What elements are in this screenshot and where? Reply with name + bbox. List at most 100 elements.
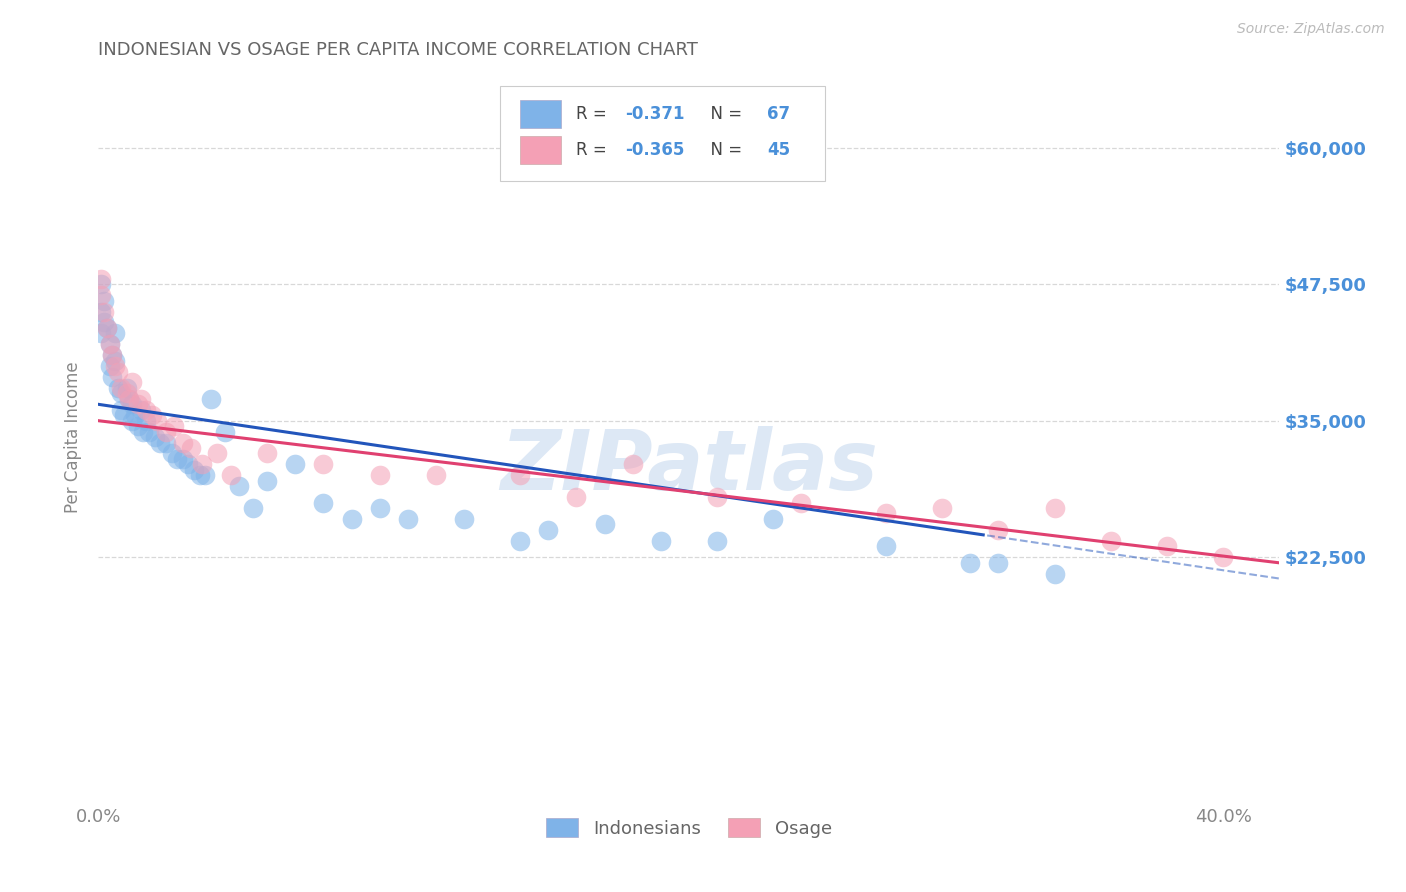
Point <box>90 288 112 302</box>
Point <box>959 556 981 570</box>
Point <box>90 326 112 341</box>
Point <box>219 468 242 483</box>
Point <box>129 392 152 406</box>
Point <box>141 409 163 423</box>
Point <box>101 348 124 362</box>
Point <box>90 304 112 318</box>
Text: 67: 67 <box>766 104 790 123</box>
Point <box>104 326 127 341</box>
Point <box>1043 501 1066 516</box>
Point <box>565 490 588 504</box>
Point <box>112 409 135 423</box>
Point <box>129 402 152 417</box>
Text: Source: ZipAtlas.com: Source: ZipAtlas.com <box>1237 22 1385 37</box>
Point <box>115 386 138 401</box>
Point <box>312 495 335 509</box>
Point <box>98 337 121 351</box>
Point <box>1043 566 1066 581</box>
Point <box>93 304 115 318</box>
FancyBboxPatch shape <box>501 86 825 181</box>
Point <box>118 392 141 406</box>
Point <box>875 507 897 521</box>
Point <box>453 512 475 526</box>
Point <box>160 446 183 460</box>
Point <box>256 446 278 460</box>
Point <box>284 458 307 472</box>
Point <box>121 414 143 428</box>
Point <box>200 392 222 406</box>
FancyBboxPatch shape <box>520 100 561 128</box>
Point <box>875 539 897 553</box>
Point <box>163 419 186 434</box>
Point <box>90 277 112 292</box>
Point <box>98 359 121 373</box>
Point <box>96 321 118 335</box>
Text: R =: R = <box>575 141 612 160</box>
Point <box>340 512 363 526</box>
Point <box>96 321 118 335</box>
Point <box>1099 533 1122 548</box>
Point <box>110 386 132 401</box>
Point <box>143 430 166 444</box>
Text: INDONESIAN VS OSAGE PER CAPITA INCOME CORRELATION CHART: INDONESIAN VS OSAGE PER CAPITA INCOME CO… <box>98 41 699 59</box>
Point <box>107 365 129 379</box>
Y-axis label: Per Capita Income: Per Capita Income <box>65 361 83 513</box>
Point <box>368 501 391 516</box>
Point <box>98 337 121 351</box>
Text: 45: 45 <box>766 141 790 160</box>
Point <box>107 381 129 395</box>
Point <box>790 495 813 509</box>
Point <box>509 468 531 483</box>
Point <box>177 458 200 472</box>
Point <box>104 359 127 373</box>
Text: -0.365: -0.365 <box>626 141 685 160</box>
Point <box>593 517 616 532</box>
Point <box>214 425 236 439</box>
Point <box>987 556 1010 570</box>
Point <box>205 446 228 460</box>
Point <box>191 458 214 472</box>
Point <box>90 272 112 286</box>
Point <box>1156 539 1178 553</box>
Point <box>931 501 953 516</box>
Point <box>127 397 149 411</box>
Point <box>1212 550 1234 565</box>
Text: -0.371: -0.371 <box>626 104 685 123</box>
Point <box>135 402 157 417</box>
Point <box>621 458 644 472</box>
Point <box>146 414 169 428</box>
Point <box>762 512 785 526</box>
Point <box>172 451 194 466</box>
Point <box>987 523 1010 537</box>
Point <box>194 468 217 483</box>
Point <box>93 315 115 329</box>
Point <box>138 425 160 439</box>
Point <box>115 381 138 395</box>
Point <box>368 468 391 483</box>
Point <box>155 435 177 450</box>
Point <box>121 376 143 390</box>
Point <box>127 419 149 434</box>
Point <box>312 458 335 472</box>
Point <box>166 451 188 466</box>
Point <box>101 348 124 362</box>
Point <box>650 533 672 548</box>
Point <box>256 474 278 488</box>
Point <box>132 425 155 439</box>
Point <box>396 512 419 526</box>
Text: ZIPatlas: ZIPatlas <box>501 425 877 507</box>
Point <box>149 435 172 450</box>
FancyBboxPatch shape <box>520 136 561 164</box>
Point <box>101 370 124 384</box>
Point <box>110 402 132 417</box>
Point <box>706 490 728 504</box>
Point <box>228 479 250 493</box>
Point <box>537 523 560 537</box>
Point <box>180 441 202 455</box>
Legend: Indonesians, Osage: Indonesians, Osage <box>538 811 839 845</box>
Point <box>110 381 132 395</box>
Point <box>118 392 141 406</box>
Point <box>93 293 115 308</box>
Point <box>104 353 127 368</box>
Point <box>135 414 157 428</box>
